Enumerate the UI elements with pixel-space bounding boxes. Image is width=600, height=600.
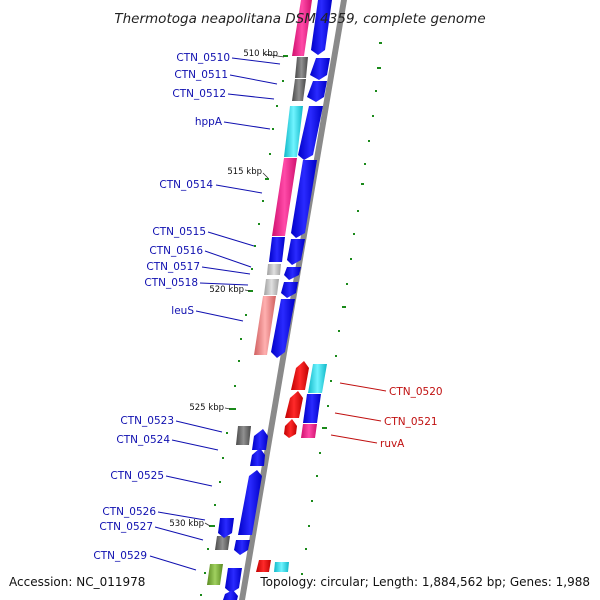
gene-label-ruva[interactable]: ruvA xyxy=(380,438,405,450)
scale-label-525: 525 kbp xyxy=(189,403,224,413)
cog-block-ctn-0510 xyxy=(292,0,312,56)
gene-label-ctn-0526[interactable]: CTN_0526 xyxy=(102,506,156,518)
gene-label-ctn-0520[interactable]: CTN_0520 xyxy=(389,386,443,398)
cog-blocks xyxy=(207,0,327,585)
cog-block-ctn-0516 xyxy=(267,264,281,275)
scale-label-520: 520 kbp xyxy=(209,285,244,295)
forward-genes xyxy=(218,0,332,600)
gene-label-ctn-0518[interactable]: CTN_0518 xyxy=(144,277,198,289)
cog-block-ctn-0514 xyxy=(272,158,297,236)
cog-block-hppa xyxy=(284,106,303,157)
gene-arrow-ctn-0510 xyxy=(311,0,332,55)
gene-label-ctn-0515[interactable]: CTN_0515 xyxy=(152,226,206,238)
cog-block-ruva xyxy=(301,424,317,438)
cog-block-ctn-0527 xyxy=(215,536,230,550)
gene-arrow-ctn-0525 xyxy=(238,470,262,535)
gene-label-ctn-0527[interactable]: CTN_0527 xyxy=(99,521,153,533)
gc-skew-track xyxy=(301,42,382,575)
gene-arrow-next xyxy=(256,560,271,572)
cog-block-ctn-0529 xyxy=(207,564,223,585)
gene-arrow-ctn-0520 xyxy=(291,361,309,390)
cog-block-next xyxy=(274,562,289,572)
scale-label-515: 515 kbp xyxy=(227,167,262,177)
gene-arrow-ctn-0514 xyxy=(291,160,317,238)
gene-arrow-ctn-0512 xyxy=(307,81,327,102)
gene-arrow-ctn-0511 xyxy=(310,58,330,80)
scale-leaders xyxy=(204,53,285,527)
cog-block-ctn-0520 xyxy=(308,364,327,393)
gene-label-ctn-0525[interactable]: CTN_0525 xyxy=(110,470,164,482)
cog-block-leus xyxy=(254,296,276,355)
gene-label-ctn-0512[interactable]: CTN_0512 xyxy=(172,88,226,100)
gene-label-ctn-0521[interactable]: CTN_0521 xyxy=(384,416,438,428)
gene-arrow-ctn-0524 xyxy=(250,448,265,466)
gene-arrow-ctn-0523 xyxy=(252,429,268,450)
label-leaders xyxy=(149,57,387,571)
scale-label-510: 510 kbp xyxy=(243,49,278,59)
gene-label-ctn-0529[interactable]: CTN_0529 xyxy=(93,550,147,562)
gene-arrow-bottom xyxy=(223,590,238,600)
cog-block-ctn-0518 xyxy=(264,279,279,295)
gene-arrow-hppa xyxy=(298,106,323,160)
gc-content-track xyxy=(200,55,288,596)
scale-label-530: 530 kbp xyxy=(169,519,204,529)
gene-arrow-ctn-0529 xyxy=(225,568,242,593)
gene-arrow-ctn-0518 xyxy=(281,282,298,298)
gene-label-hppa[interactable]: hppA xyxy=(195,116,223,128)
gene-label-ctn-0517[interactable]: CTN_0517 xyxy=(146,261,200,273)
gene-label-ctn-0511[interactable]: CTN_0511 xyxy=(174,69,228,81)
topology-label: Topology: circular; Length: 1,884,562 bp… xyxy=(259,575,590,589)
gene-arrow-ctn-0521 xyxy=(285,391,303,418)
cog-block-ctn-0512 xyxy=(292,79,306,101)
gene-arrow-ruva xyxy=(284,419,297,438)
cog-block-ctn-0515 xyxy=(269,237,285,262)
gene-label-ctn-0524[interactable]: CTN_0524 xyxy=(116,434,170,446)
gene-arrow-ctn-0526 xyxy=(218,518,234,538)
accession-label: Accession: NC_011978 xyxy=(9,575,145,589)
gene-label-leus[interactable]: leuS xyxy=(171,305,194,317)
cog-block-ctn-0521 xyxy=(303,394,321,423)
cog-block-ctn-0511 xyxy=(295,57,308,78)
gene-label-ctn-0514[interactable]: CTN_0514 xyxy=(159,179,213,191)
gene-arrow-ctn-0516 xyxy=(284,267,301,280)
cog-block-ctn-0523 xyxy=(236,426,251,445)
gene-arrow-ctn-0527b xyxy=(234,540,250,555)
gene-label-ctn-0510[interactable]: CTN_0510 xyxy=(176,52,230,64)
gene-arrow-leus xyxy=(271,299,295,358)
gene-label-ctn-0523[interactable]: CTN_0523 xyxy=(120,415,174,427)
genome-title: Thermotoga neapolitana DSM 4359, complet… xyxy=(114,11,485,27)
gene-arrow-ctn-0515 xyxy=(287,239,305,265)
gene-label-ctn-0516[interactable]: CTN_0516 xyxy=(149,245,203,257)
reverse-genes xyxy=(256,361,309,572)
